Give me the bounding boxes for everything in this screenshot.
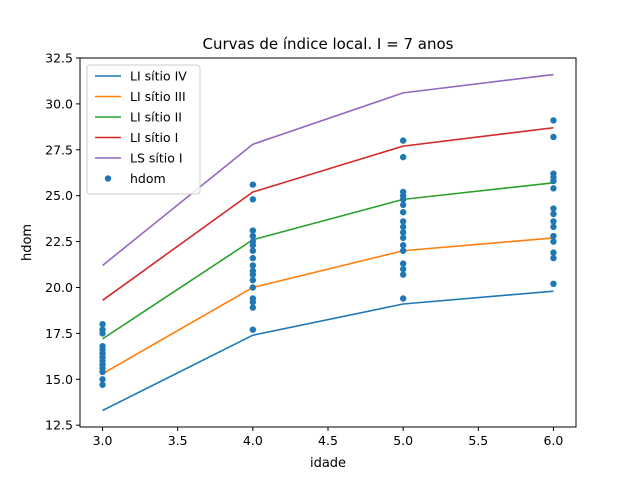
scatter-point <box>550 223 557 231</box>
legend: LI sítio IV LI sítio III LI sítio II LI sít… <box>86 64 201 195</box>
series-line-1 <box>102 290 554 412</box>
x-tick-label: 5.5 <box>468 433 488 448</box>
y-tick-label: 30.0 <box>45 96 73 111</box>
series-line-2 <box>102 237 554 375</box>
scatter-point <box>550 238 557 245</box>
scatter-point <box>249 232 257 240</box>
scatter-point <box>399 137 407 144</box>
scatter-point <box>399 153 407 161</box>
y-tick-label: 17.5 <box>45 326 73 341</box>
scatter-point <box>249 254 257 262</box>
y-tick-label: 25.0 <box>45 188 73 203</box>
scatter-point <box>399 201 407 209</box>
series-line-4 <box>102 126 554 301</box>
scatter-point <box>550 232 557 240</box>
series-line-5 <box>102 73 554 267</box>
scatter-point <box>399 223 407 231</box>
chart-title: Curvas de índice local. I = 7 anos <box>203 35 454 53</box>
scatter-point <box>99 376 106 383</box>
legend-label: LI sítio II <box>130 110 182 125</box>
scatter-point <box>550 254 557 262</box>
scatter-point <box>99 320 106 328</box>
scatter-point <box>399 265 407 273</box>
scatter-point <box>249 284 257 291</box>
scatter-point <box>550 280 557 288</box>
legend-label: LI sítio IV <box>130 69 187 84</box>
scatter-point <box>99 381 106 388</box>
y-tick-label: 12.5 <box>45 418 73 433</box>
scatter-point <box>249 262 257 269</box>
y-tick-label: 20.0 <box>45 280 73 295</box>
scatter-point <box>550 117 557 124</box>
scatter-point <box>399 242 407 249</box>
y-tick-label: 22.5 <box>45 234 73 249</box>
scatter-point <box>99 343 106 350</box>
scatter-point <box>249 276 257 284</box>
scatter-point <box>399 234 407 242</box>
x-tick-label: 3.0 <box>93 433 113 448</box>
scatter-point <box>99 326 106 333</box>
legend-label: hdom <box>130 171 166 186</box>
scatter-point <box>399 247 407 254</box>
y-tick-label: 15.0 <box>45 372 73 387</box>
scatter-point <box>249 295 257 302</box>
scatter-point <box>249 181 257 188</box>
scatter-point <box>550 249 557 256</box>
legend-label: LI sítio I <box>130 130 178 145</box>
x-axis-title: idade <box>310 456 346 471</box>
y-tick-label: 32.5 <box>45 51 73 66</box>
x-tick-label: 4.5 <box>318 433 338 448</box>
scatter-point <box>249 304 257 311</box>
scatter-point <box>550 205 557 212</box>
scatter-point <box>399 295 407 302</box>
legend-label: LS sítio I <box>130 151 183 166</box>
scatter-point <box>399 209 407 216</box>
plot-area <box>99 73 557 412</box>
scatter-point <box>249 227 257 234</box>
x-tick-label: 6.0 <box>544 433 564 448</box>
y-axis: 12.5 15.0 17.5 20.0 22.5 25.0 27.5 30.0 32.5 <box>45 51 80 433</box>
scatter-point <box>249 238 257 245</box>
x-tick-label: 4.0 <box>243 433 263 448</box>
scatter-point <box>550 170 557 177</box>
scatter-point <box>550 210 557 218</box>
scatter-point <box>399 229 407 236</box>
x-tick-label: 5.0 <box>393 433 413 448</box>
series-line-3 <box>102 182 554 340</box>
scatter-point <box>249 267 257 275</box>
y-tick-label: 27.5 <box>45 142 73 157</box>
y-axis-title: hdom <box>20 224 35 261</box>
scatter-point <box>399 271 407 278</box>
x-axis: 3.0 3.5 4.0 4.5 5.0 5.5 6.0 <box>93 427 564 448</box>
scatter-point <box>399 260 407 267</box>
legend-swatch <box>104 175 112 182</box>
legend-label: LI sítio III <box>130 89 186 104</box>
scatter-point <box>249 247 257 254</box>
scatter-point <box>249 326 257 333</box>
scatter-point <box>550 185 557 192</box>
scatter-point <box>550 218 557 225</box>
x-tick-label: 3.5 <box>168 433 188 448</box>
scatter-point <box>550 133 557 141</box>
scatter-point <box>399 188 407 196</box>
scatter-point <box>249 196 257 203</box>
scatter-point <box>399 218 407 225</box>
